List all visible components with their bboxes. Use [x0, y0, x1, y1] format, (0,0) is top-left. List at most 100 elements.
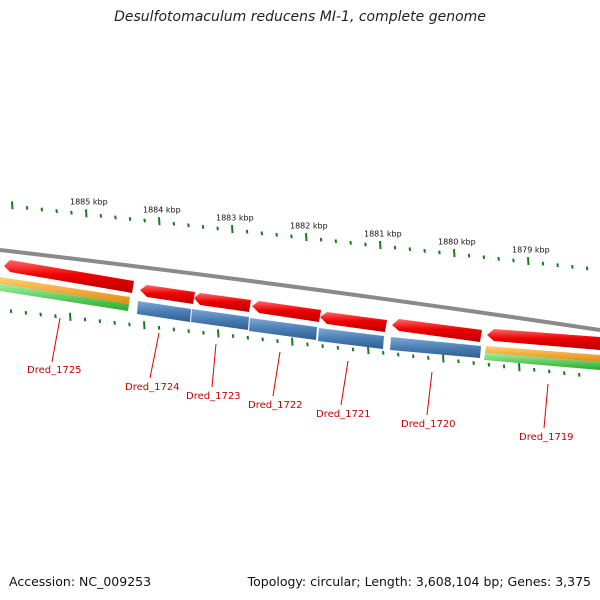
- minor-tick: [497, 256, 500, 261]
- tick-label: 1883 kbp: [216, 213, 254, 222]
- tick-label: 1884 kbp: [143, 205, 181, 214]
- genome-title: Desulfotomaculum reducens MI-1, complete…: [114, 9, 486, 25]
- minor-tick: [54, 314, 57, 319]
- minor-tick: [172, 327, 176, 332]
- gene-labels: Dred_1725 Dred_1724 Dred_1723 Dred_1722 …: [27, 365, 574, 443]
- gene-arrow-dred-1720[interactable]: [392, 319, 482, 342]
- major-tick: [69, 312, 72, 321]
- minor-tick: [114, 215, 117, 220]
- protein-bar-dred-1723[interactable]: [191, 309, 249, 330]
- cds-track: [4, 260, 600, 350]
- protein-bar-dred-1720[interactable]: [390, 337, 481, 358]
- minor-tick: [201, 224, 205, 229]
- protein-bar-dred-1721[interactable]: [318, 328, 384, 349]
- minor-tick: [128, 322, 131, 327]
- orange-track-left: [0, 277, 130, 304]
- minor-tick: [571, 264, 574, 269]
- minor-tick: [457, 359, 460, 364]
- gene-arrow-dred-1725[interactable]: [4, 260, 134, 293]
- major-tick: [85, 209, 88, 218]
- minor-tick: [55, 209, 58, 214]
- gene-arrow-dred-1723[interactable]: [194, 293, 251, 312]
- minor-tick: [533, 367, 536, 372]
- minor-tick: [261, 337, 264, 342]
- protein-bar-dred-1722[interactable]: [249, 318, 317, 340]
- gene-label-dred-1719[interactable]: Dred_1719: [519, 432, 574, 443]
- tick-labels: 1885 kbp 1884 kbp 1883 kbp 1882 kbp 1881 kbp…: [70, 198, 550, 255]
- minor-tick: [319, 237, 323, 242]
- minor-tick: [187, 223, 190, 228]
- major-tick: [291, 337, 294, 346]
- tick-label: 1881 kbp: [364, 229, 402, 238]
- minor-tick: [548, 369, 551, 374]
- minor-tick: [351, 347, 355, 352]
- major-tick: [158, 217, 161, 226]
- major-tick: [527, 256, 530, 266]
- minor-tick: [246, 335, 250, 340]
- protein-track: [137, 301, 481, 358]
- green-track-left: [0, 284, 129, 311]
- minor-tick: [187, 329, 190, 334]
- tick-marks: [9, 201, 589, 377]
- tick-label: 1885 kbp: [70, 198, 108, 207]
- minor-tick: [321, 344, 324, 349]
- major-tick: [11, 201, 14, 210]
- orange-track-right: [485, 346, 600, 362]
- feature-tracks: [0, 277, 600, 370]
- minor-tick: [423, 248, 426, 253]
- minor-tick: [39, 312, 42, 317]
- minor-tick: [472, 361, 475, 365]
- tick-label: 1880 kbp: [438, 237, 476, 246]
- minor-tick: [275, 232, 278, 237]
- minor-tick: [393, 245, 397, 250]
- minor-tick: [578, 372, 581, 377]
- minor-tick: [427, 355, 430, 360]
- minor-tick: [202, 330, 205, 335]
- minor-tick: [512, 258, 515, 263]
- minor-tick: [382, 350, 385, 355]
- major-tick: [453, 248, 456, 258]
- minor-tick: [70, 210, 73, 215]
- minor-tick: [408, 247, 412, 252]
- gene-label-dred-1723[interactable]: Dred_1723: [186, 391, 241, 402]
- gene-arrow-dred-1719[interactable]: [487, 329, 600, 350]
- minor-tick: [467, 253, 471, 258]
- protein-bar-dred-1724[interactable]: [137, 301, 191, 322]
- minor-tick: [25, 205, 29, 210]
- minor-tick: [231, 334, 235, 339]
- gene-arrow-dred-1721[interactable]: [320, 312, 387, 332]
- major-tick: [217, 329, 220, 338]
- minor-tick: [334, 239, 338, 244]
- green-track-right: [484, 353, 600, 370]
- minor-tick: [98, 319, 102, 324]
- genome-summary-text: Topology: circular; Length: 3,608,104 bp…: [247, 574, 591, 589]
- gene-leader-lines: [51, 317, 549, 429]
- major-tick: [305, 232, 308, 242]
- minor-tick: [9, 309, 13, 314]
- minor-tick: [24, 310, 28, 315]
- minor-tick: [412, 354, 415, 359]
- minor-tick: [306, 342, 309, 347]
- gene-label-dred-1721[interactable]: Dred_1721: [316, 409, 371, 420]
- accession-text: Accession: NC_009253: [9, 574, 152, 589]
- minor-tick: [487, 362, 491, 367]
- gene-label-dred-1725[interactable]: Dred_1725: [27, 365, 82, 376]
- minor-tick: [128, 217, 132, 221]
- major-tick: [231, 224, 234, 234]
- minor-tick: [364, 242, 367, 247]
- major-tick: [367, 346, 370, 355]
- gene-arrow-dred-1724[interactable]: [140, 285, 195, 304]
- minor-tick: [216, 226, 219, 231]
- gene-label-dred-1724[interactable]: Dred_1724: [125, 382, 180, 393]
- minor-tick: [336, 345, 340, 350]
- gene-arrow-dred-1722[interactable]: [252, 301, 321, 322]
- gene-label-dred-1722[interactable]: Dred_1722: [248, 400, 303, 411]
- gene-label-dred-1720[interactable]: Dred_1720: [401, 419, 456, 430]
- minor-tick: [83, 317, 87, 322]
- tick-label: 1879 kbp: [512, 245, 550, 254]
- minor-tick: [290, 234, 293, 239]
- minor-tick: [260, 231, 264, 236]
- minor-tick: [276, 339, 279, 343]
